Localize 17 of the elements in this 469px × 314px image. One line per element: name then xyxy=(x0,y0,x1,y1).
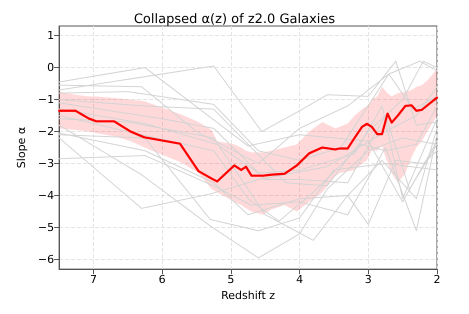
y-tick-label: −2 xyxy=(38,125,54,138)
x-tick-label: 5 xyxy=(227,273,234,286)
x-tick-label: 6 xyxy=(158,273,166,286)
y-tick-label: 0 xyxy=(47,61,54,74)
y-tick-label: −3 xyxy=(38,157,54,170)
y-tick-label: −5 xyxy=(38,221,54,234)
x-tick-label: 4 xyxy=(296,273,304,286)
y-tick-label: −6 xyxy=(38,253,54,266)
x-axis-title: Redshift z xyxy=(221,289,276,302)
y-axis-title: Slope α xyxy=(15,126,28,168)
x-tick-label: 7 xyxy=(90,273,97,286)
x-tick-label: 2 xyxy=(434,273,440,286)
y-tick-label: 1 xyxy=(47,29,54,42)
y-tick-label: −1 xyxy=(38,93,54,106)
x-tick-label: 3 xyxy=(364,273,372,286)
chart-title: Collapsed α(z) of z2.0 Galaxies xyxy=(134,12,336,27)
y-tick-label: −4 xyxy=(38,189,54,202)
